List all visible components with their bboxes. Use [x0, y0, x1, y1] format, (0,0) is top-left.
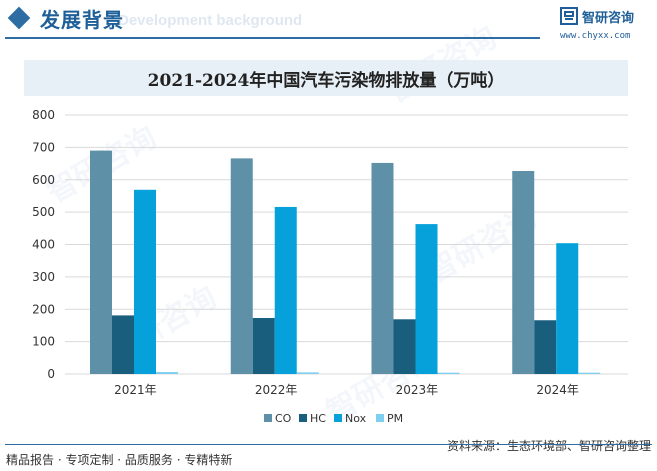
y-tick-label: 800	[32, 108, 55, 122]
source-note: 资料来源：生态环境部、智研咨询整理	[446, 439, 651, 453]
legend-label: Nox	[345, 412, 367, 425]
y-tick-label: 400	[32, 238, 55, 252]
y-tick-label: 700	[32, 140, 55, 154]
y-tick-label: 600	[32, 173, 55, 187]
legend-swatch-co	[264, 414, 272, 422]
bar-co	[512, 171, 535, 374]
header-title: 发展背景	[40, 8, 124, 32]
legend-label: PM	[387, 412, 403, 425]
x-tick-label: 2022年	[255, 383, 298, 397]
legend-label: CO	[275, 412, 292, 425]
bar-co	[90, 150, 112, 374]
bar-nox	[274, 206, 297, 374]
bar-hc	[534, 320, 557, 374]
bar-pm	[156, 372, 178, 374]
legend-swatch-hc	[299, 414, 307, 422]
x-tick-label: 2024年	[536, 383, 579, 397]
logo: 智研咨询 www.chyxx.com	[560, 6, 655, 46]
bar-nox	[556, 243, 579, 374]
x-tick-label: 2023年	[396, 383, 439, 397]
bar-co	[371, 162, 394, 374]
bar-hc	[112, 315, 134, 374]
bar-nox	[415, 224, 438, 374]
bar-chart: 0 100 200 300 400 500 600 700 800 2021年 2022年 2023年…	[32, 108, 628, 425]
bar-co	[230, 158, 253, 374]
y-tick-label: 500	[32, 205, 55, 219]
logo-name: 智研咨询	[582, 11, 635, 26]
y-tick-label: 200	[32, 302, 55, 316]
bar-hc	[393, 319, 416, 374]
header: Development background 发展背景 智研咨询 www.chy…	[0, 0, 657, 48]
footer-divider	[5, 444, 652, 445]
logo-icon	[560, 7, 578, 25]
legend-swatch-nox	[334, 414, 342, 422]
header-divider	[5, 37, 540, 39]
bar-pm	[437, 372, 460, 374]
logo-url: www.chyxx.com	[560, 31, 631, 41]
bar-nox	[134, 189, 156, 374]
legend-label: HC	[310, 412, 326, 425]
bar-pm	[296, 372, 319, 374]
y-tick-label: 300	[32, 270, 55, 284]
y-tick-label: 0	[47, 367, 55, 381]
bar-hc	[252, 317, 275, 374]
legend-swatch-pm	[376, 414, 384, 422]
diamond-icon	[7, 6, 31, 30]
y-tick-label: 100	[32, 335, 55, 349]
chart-title-band: 2021-2024年中国汽车污染物排放量（万吨）	[24, 60, 628, 96]
footer-slogan: 精品报告 · 专项定制 · 品质服务 · 专精特新	[6, 453, 233, 467]
header-subtitle: Development background	[118, 12, 303, 29]
x-tick-label: 2021年	[114, 383, 157, 397]
bar-pm	[578, 372, 601, 374]
chart-title: 2021-2024年中国汽车污染物排放量（万吨）	[147, 71, 505, 91]
